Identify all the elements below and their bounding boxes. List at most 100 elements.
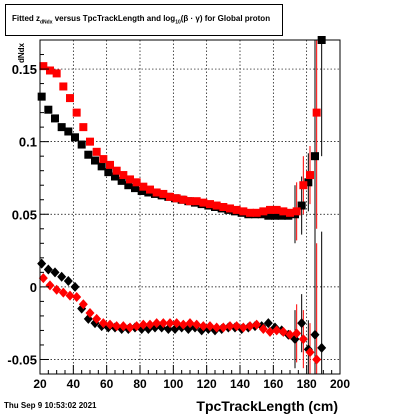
axis-ticks [39,39,341,375]
square-marker [239,207,248,216]
title-suffix: (β · γ) for Global proton [180,14,271,23]
diamond-marker [85,308,95,319]
x-tick-label: 60 [100,377,114,391]
title-prefix: Fitted z [12,14,40,23]
diamond-marker [118,321,128,332]
diamond-marker [212,322,222,333]
square-marker [91,156,99,165]
title-sub-dndx: dNdx [40,19,53,26]
diamond-marker [218,322,228,333]
square-marker [39,62,48,71]
square-marker [179,195,188,204]
square-marker [46,66,54,75]
x-tick-label: 40 [67,377,81,391]
square-marker [199,198,208,207]
diamond-marker [92,313,102,324]
diamond-marker [165,318,175,329]
diamond-marker [310,329,320,340]
diamond-marker [272,325,282,336]
title-middle: versus TpcTrackLength and log [52,14,176,23]
square-marker [97,162,106,171]
square-marker [279,207,288,216]
square-marker [137,187,146,196]
square-marker [117,176,126,185]
diamond-marker [198,321,208,332]
x-tick-label: 100 [163,377,183,391]
square-marker [252,208,261,217]
diamond-marker [305,347,315,358]
square-marker [84,150,93,159]
diamond-marker [245,321,255,332]
square-marker [246,208,254,217]
chart-title: Fitted zdNdx versus TpcTrackLength and l… [12,14,270,26]
square-marker [226,204,234,213]
diamond-marker [132,321,142,332]
diamond-marker [152,318,162,329]
square-marker [66,94,74,103]
square-marker [159,189,168,198]
square-marker [232,205,241,214]
y-axis-label: dNdx [17,42,26,63]
square-marker [99,155,108,164]
square-marker [299,181,308,190]
square-marker [52,69,61,78]
diamond-marker [63,276,73,287]
diamond-marker [205,321,215,332]
square-marker [311,152,319,161]
square-marker [192,197,201,206]
square-marker [71,133,79,142]
date-stamp: Thu Sep 9 10:53:02 2021 [4,401,97,410]
diamond-marker [292,328,302,339]
square-marker [212,201,221,210]
square-marker [104,168,113,177]
square-marker [126,175,134,184]
diamond-marker [52,284,62,295]
data-points [37,36,327,365]
diamond-marker [45,280,55,291]
square-marker [57,123,66,132]
square-marker [219,203,228,211]
diamond-marker [178,319,188,330]
x-tick-label: 160 [263,377,283,391]
diamond-marker [297,318,307,329]
square-marker [312,108,321,117]
diamond-marker [317,342,327,353]
square-marker [271,211,279,220]
y-tick-label: 0 [30,280,37,295]
tick-labels: 20 40 60 80 100 120 140 160 180 200 -0.05 0 0.05 0.1 0… [7,62,350,391]
diamond-marker [285,329,295,340]
square-marker [131,184,139,193]
square-marker [306,171,314,180]
x-tick-label: 80 [133,377,147,391]
diamond-marker [105,319,115,330]
square-marker [277,211,286,220]
title-sub-10: 10 [175,19,181,26]
diamond-marker [278,326,288,337]
diamond-marker [43,264,53,275]
diamond-marker [72,292,82,303]
diamond-marker [78,299,88,310]
x-axis-label: TpcTrackLength (cm) [196,398,338,414]
diamond-marker [58,287,68,298]
y-tick-label: 0.15 [12,62,37,77]
x-tick-label: 200 [330,377,350,391]
diamond-marker [145,319,155,330]
x-tick-label: 20 [33,377,47,391]
square-marker [286,208,294,217]
diamond-marker [158,318,168,329]
square-marker [297,201,306,210]
diamond-marker [138,319,148,330]
square-marker [86,137,94,146]
square-marker [112,166,121,175]
y-tick-label: -0.05 [7,352,37,367]
diamond-marker [112,321,122,332]
diamond-marker [172,318,182,329]
diamond-marker [263,318,273,329]
diamond-marker [65,290,75,301]
diamond-marker [232,321,242,332]
title-box: Fitted zdNdx versus TpcTrackLength and l… [5,4,283,36]
square-marker [64,127,73,136]
square-marker [132,178,141,187]
x-tick-label: 180 [297,377,317,391]
diamond-marker [57,271,67,282]
